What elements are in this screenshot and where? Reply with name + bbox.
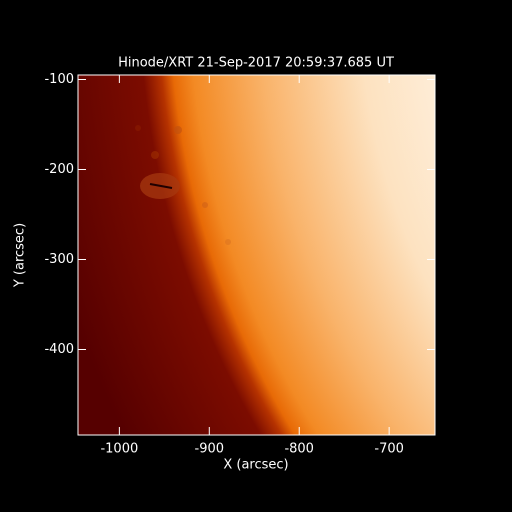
solar-image [78, 75, 435, 435]
plot-frame [77, 74, 436, 436]
bright-point [135, 125, 141, 131]
y-tick-label: -300 [44, 252, 74, 267]
y-tick-label: -400 [44, 342, 74, 357]
bright-point [202, 202, 208, 208]
x-tick-label: -900 [195, 442, 225, 457]
x-axis-label: X (arcsec) [223, 458, 288, 473]
x-tick-label: -700 [374, 442, 404, 457]
chart-title: Hinode/XRT 21-Sep-2017 20:59:37.685 UT [118, 56, 394, 71]
image-fill [78, 75, 435, 435]
y-tick-label: -200 [44, 162, 74, 177]
bright-point [151, 151, 159, 159]
x-tick-label: -1000 [100, 442, 138, 457]
x-tick-label: -800 [284, 442, 314, 457]
y-tick-label: -100 [44, 72, 74, 87]
y-axis-label: Y (arcsec) [13, 223, 28, 288]
active-region-core [149, 183, 173, 189]
bright-point [174, 126, 182, 134]
bright-point [225, 239, 231, 245]
